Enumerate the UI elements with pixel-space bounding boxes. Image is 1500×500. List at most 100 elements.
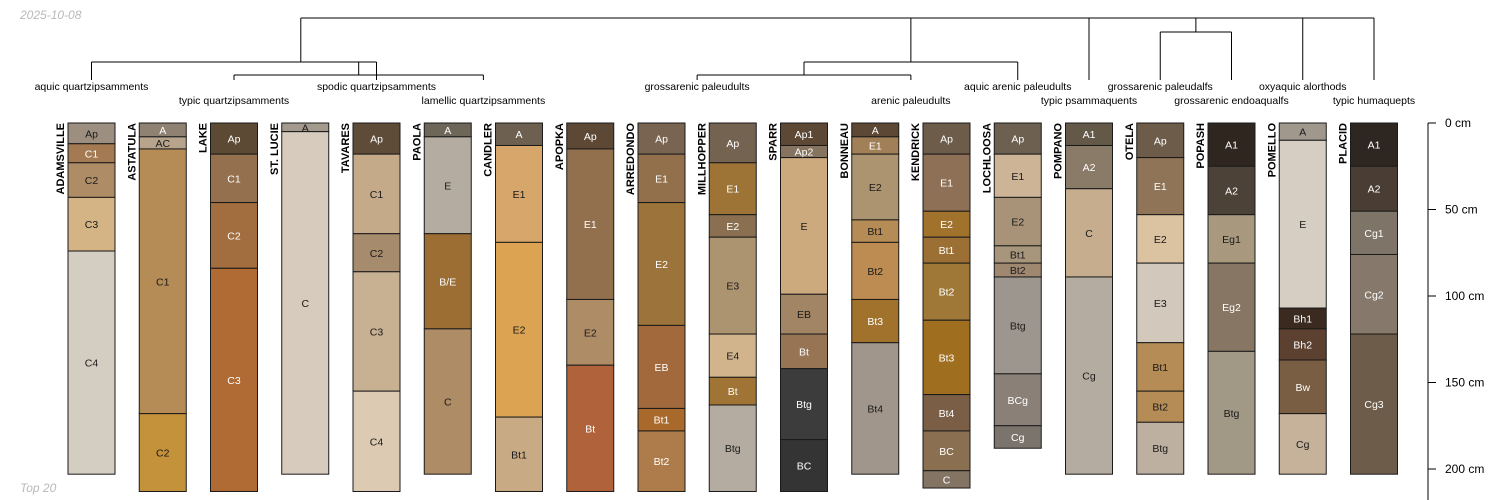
horizon-label: Ap <box>370 134 383 146</box>
horizon-label: E2 <box>513 325 526 337</box>
horizon-label: E <box>1299 219 1306 231</box>
horizon <box>566 122 615 150</box>
horizon-label: E1 <box>655 173 668 185</box>
profile-name: OTELA <box>1124 123 1136 160</box>
horizon-label: E2 <box>1011 217 1024 229</box>
horizon-label: Bt <box>728 386 738 398</box>
horizon <box>1207 122 1256 167</box>
horizon <box>566 364 615 492</box>
horizon <box>851 342 900 475</box>
profile-name: LOCHLOOSA <box>981 123 993 193</box>
horizon <box>1136 342 1185 392</box>
profile-name: CANDLER <box>483 123 495 177</box>
horizon <box>210 202 258 269</box>
horizon <box>993 425 1042 449</box>
horizon <box>922 470 971 489</box>
dendrogram <box>91 17 1375 80</box>
soil-profile: Ap E1 E2 Bt APOPKA <box>554 122 615 492</box>
profile-name: BONNEAU <box>839 123 851 179</box>
horizon-label: Bt1 <box>1010 249 1026 261</box>
horizon <box>352 390 401 492</box>
depth-tick-label: 150 cm <box>1445 376 1484 390</box>
horizon <box>922 262 971 321</box>
profile-name: ST. LUCIE <box>269 123 281 175</box>
horizon-label: C <box>301 298 309 310</box>
horizon-label: C4 <box>85 358 99 370</box>
profile-name: POMPANO <box>1053 123 1065 179</box>
horizon-label: Cg <box>1082 371 1096 383</box>
horizon-label: Bt2 <box>939 287 955 299</box>
horizon-label: C1 <box>227 173 241 185</box>
horizon <box>210 267 258 492</box>
horizon-label: BC <box>939 446 954 458</box>
horizon-label: Bt3 <box>939 352 955 364</box>
taxon-label: spodic quartzipsamments <box>317 81 436 93</box>
horizon-label: A1 <box>1225 140 1238 152</box>
taxon-label: typic quartzipsamments <box>179 95 289 107</box>
horizon-label: E1 <box>584 219 597 231</box>
horizon-label: Bh2 <box>1293 339 1312 351</box>
horizon <box>210 153 258 204</box>
horizon-label: Ap <box>655 134 668 146</box>
horizon-label: Cg1 <box>1364 228 1383 240</box>
horizon <box>637 324 686 409</box>
horizon-label: E4 <box>726 351 739 363</box>
taxon-label: oxyaquic alorthods <box>1259 81 1347 93</box>
soil-profile: Ap E1 E2 E3 Bt1 Bt2 Btg OTELA <box>1124 122 1185 475</box>
taxon-label: lamellic quartzipsamments <box>422 95 546 107</box>
horizon <box>637 202 686 326</box>
horizon <box>780 333 828 370</box>
taxon-label: aquic arenic paleudults <box>964 81 1071 93</box>
profile-name: LAKE <box>198 123 210 153</box>
horizon-label: C <box>943 474 951 486</box>
horizon-label: Bt4 <box>939 408 955 420</box>
horizon-label: C2 <box>370 248 384 260</box>
horizon <box>708 376 757 406</box>
horizon-label: C1 <box>370 189 384 201</box>
horizon-label: E2 <box>584 327 597 339</box>
horizon <box>993 196 1042 247</box>
horizon <box>780 439 828 492</box>
horizon-label: Eg2 <box>1222 302 1241 314</box>
horizon-label: Cg2 <box>1364 289 1383 301</box>
soil-profile: Ap E1 E2 E3 E4 Bt Btg MILLHOPPER <box>696 122 757 492</box>
profile-name: APOPKA <box>554 123 566 170</box>
horizon <box>566 298 615 366</box>
taxon-label: aquic quartzipsamments <box>35 81 149 93</box>
horizon-label: A <box>302 122 309 134</box>
horizon-label: Eg1 <box>1222 234 1241 246</box>
horizon <box>281 131 330 475</box>
horizon-label: E <box>444 180 451 192</box>
horizon-label: Bt2 <box>1010 265 1026 277</box>
horizon-label: E2 <box>869 182 882 194</box>
horizon <box>1136 122 1185 159</box>
soil-profile: A1 A2 Cg1 Cg2 Cg3 PLACID <box>1338 122 1398 475</box>
soil-profile: Ap C1 C2 C3 C4 TAVARES <box>340 122 401 492</box>
horizon <box>1350 333 1398 475</box>
horizon-label: Ap <box>940 134 953 146</box>
horizon-label: BC <box>797 461 812 473</box>
soil-profile: Ap E1 E2 Bt1 Bt2 Bt3 Bt4 BC C KENDRICK <box>910 122 971 489</box>
horizon-label: C4 <box>370 436 384 448</box>
horizon-label: A <box>515 129 522 141</box>
depth-tick-label: 0 cm <box>1445 116 1471 130</box>
horizon-label: BCg <box>1008 395 1029 407</box>
soil-profile: Ap1 Ap2 E EB Bt Btg BC SPARR <box>768 122 828 492</box>
soil-profile: A E Bh1 Bh2 Bw Cg POMELLO <box>1266 122 1327 475</box>
horizon <box>1065 144 1113 190</box>
horizon-label: Bt2 <box>654 456 670 468</box>
horizon-label: EB <box>797 309 811 321</box>
taxon-label: typic humaquepts <box>1333 95 1415 107</box>
horizon <box>495 241 543 418</box>
horizon <box>708 404 757 492</box>
profile-name: TAVARES <box>340 123 352 173</box>
profile-name: PAOLA <box>411 123 423 161</box>
horizon <box>138 413 187 492</box>
horizon <box>1207 165 1256 216</box>
horizon <box>67 196 116 252</box>
horizon <box>67 250 116 475</box>
horizon-label: A2 <box>1225 185 1238 197</box>
horizon <box>1136 157 1185 216</box>
horizon-label: C3 <box>227 375 241 387</box>
